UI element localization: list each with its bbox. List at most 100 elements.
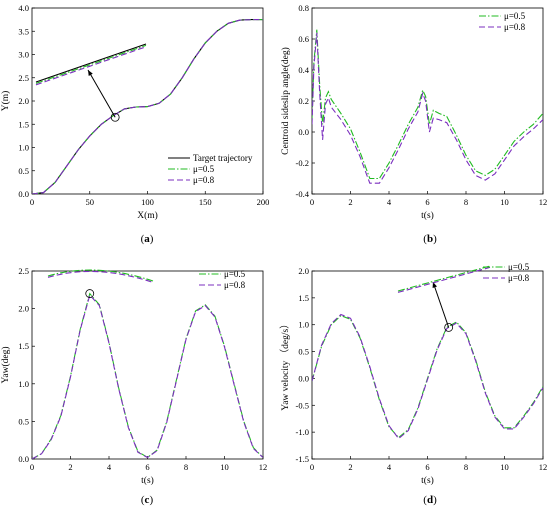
y-tick-label: 3.0 bbox=[18, 50, 29, 60]
x-tick-label: 200 bbox=[257, 197, 270, 207]
series-line-0 bbox=[312, 29, 543, 180]
zoom-line-1 bbox=[47, 270, 154, 283]
y-tick-label: 1.0 bbox=[18, 143, 29, 153]
zoom-circle bbox=[444, 322, 454, 332]
y-tick-label: -0.2 bbox=[296, 158, 309, 168]
y-tick-label: 3.5 bbox=[18, 26, 29, 36]
y-tick-label: 0.8 bbox=[298, 3, 309, 13]
zoom-line-0 bbox=[397, 265, 491, 292]
x-tick-label: 6 bbox=[425, 197, 429, 207]
y-tick-label: 0.5 bbox=[18, 416, 29, 426]
y-tick-label: 0.0 bbox=[298, 373, 309, 383]
y-axis-label: Yaw(deg) bbox=[0, 346, 11, 383]
panel-label-close: ) bbox=[433, 233, 437, 245]
x-tick-label: 4 bbox=[387, 197, 392, 207]
x-tick-label: 50 bbox=[86, 197, 95, 207]
plot-frame bbox=[311, 270, 544, 460]
legend-label-1: μ=0.8 bbox=[224, 280, 246, 290]
x-tick-label: 8 bbox=[184, 462, 188, 472]
x-tick-label: 6 bbox=[425, 462, 429, 472]
series-group bbox=[32, 292, 263, 459]
y-tick-label: -1.0 bbox=[296, 427, 309, 437]
zoom-line-1 bbox=[397, 266, 491, 293]
y-tick-label: -0.4 bbox=[296, 189, 310, 199]
zoom-inset bbox=[397, 265, 491, 332]
panel-label-close: ) bbox=[149, 494, 153, 506]
x-tick-label: 10 bbox=[220, 462, 229, 472]
panel-label-letter: c bbox=[145, 494, 150, 506]
y-tick-label: 0.6 bbox=[298, 34, 309, 44]
panel-label-letter: d bbox=[427, 494, 433, 506]
legend-label-0: Target trajectory bbox=[193, 153, 253, 163]
y-tick-label: 0.2 bbox=[298, 96, 309, 106]
x-tick-label: 10 bbox=[500, 462, 509, 472]
y-tick-label: 1.0 bbox=[18, 379, 29, 389]
x-tick-label: 4 bbox=[387, 462, 392, 472]
x-tick-label: 8 bbox=[464, 462, 468, 472]
x-tick-label: 6 bbox=[145, 462, 149, 472]
y-tick-label: 2.0 bbox=[18, 304, 29, 314]
zoom-arrowhead bbox=[88, 70, 93, 76]
x-axis-label: t(s) bbox=[421, 210, 434, 221]
y-axis-label: Centroid sideslip angle(deg) bbox=[280, 47, 291, 155]
series-line-0 bbox=[32, 292, 263, 459]
panel-label: (b) bbox=[423, 233, 437, 245]
x-tick-label: 4 bbox=[107, 462, 112, 472]
y-tick-label: 0.5 bbox=[18, 166, 29, 176]
y-tick-label: 1.5 bbox=[18, 341, 29, 351]
x-tick-label: 0 bbox=[30, 462, 34, 472]
legend: μ=0.5μ=0.8 bbox=[483, 262, 530, 283]
panel-label-letter: a bbox=[144, 233, 150, 245]
y-tick-label: 2.5 bbox=[18, 266, 29, 276]
zoom-inset bbox=[35, 43, 147, 122]
y-tick-label: 0.0 bbox=[298, 127, 309, 137]
series-line-2 bbox=[32, 19, 263, 194]
y-tick-label: 0.5 bbox=[298, 347, 309, 357]
x-tick-label: 10 bbox=[500, 197, 509, 207]
zoom-line-0 bbox=[47, 269, 154, 282]
y-tick-label: -0.5 bbox=[296, 400, 309, 410]
legend-label-0: μ=0.5 bbox=[508, 262, 530, 272]
x-tick-label: 2 bbox=[348, 197, 352, 207]
legend: μ=0.5μ=0.8 bbox=[479, 11, 526, 32]
panel-d: 0 2 4 6 8 10 12 -1.5 -1.0 -0.5 0.0 0.5 1.0 1.5 2.0 t(s)… bbox=[279, 262, 547, 506]
panel-b: 0 2 4 6 8 10 12 -0.4 -0.2 0.0 0.2 0.4 0.6 0.8 t(s) Cent… bbox=[280, 3, 547, 245]
series-group bbox=[32, 19, 263, 194]
panel-label: (c) bbox=[141, 494, 154, 506]
y-axis-label: Yaw velocity （deg/s） bbox=[279, 319, 291, 410]
y-tick-label: 2.0 bbox=[298, 266, 309, 276]
panel-label-open: ( bbox=[423, 494, 427, 506]
legend-label-0: μ=0.5 bbox=[504, 11, 526, 21]
y-tick-label: 0.0 bbox=[18, 454, 29, 464]
y-tick-label: 1.5 bbox=[18, 119, 29, 129]
legend-label-1: μ=0.8 bbox=[508, 273, 530, 283]
legend-label-1: μ=0.5 bbox=[193, 164, 215, 174]
y-tick-label: 1.5 bbox=[298, 293, 309, 303]
zoom-arrow bbox=[432, 281, 450, 328]
x-tick-label: 8 bbox=[464, 197, 468, 207]
panel-c: 0 2 4 6 8 10 12 0.0 0.5 1.0 1.5 2.0 2.5 t(s) Yaw(deg) μ… bbox=[0, 266, 267, 506]
legend: μ=0.5μ=0.8 bbox=[199, 269, 246, 290]
plot-frame bbox=[31, 270, 264, 460]
plot-frame bbox=[311, 7, 544, 195]
zoom-inset bbox=[47, 269, 154, 298]
y-tick-label: 2.5 bbox=[18, 73, 29, 83]
x-tick-label: 150 bbox=[199, 197, 212, 207]
series-line-1 bbox=[32, 19, 263, 194]
legend-label-1: μ=0.8 bbox=[504, 22, 526, 32]
series-group bbox=[312, 29, 543, 184]
zoom-line-2 bbox=[35, 46, 147, 86]
series-line-1 bbox=[312, 32, 543, 184]
x-tick-label: 12 bbox=[539, 462, 548, 472]
y-tick-label: -1.5 bbox=[296, 454, 309, 464]
x-tick-label: 0 bbox=[310, 462, 314, 472]
x-tick-label: 100 bbox=[141, 197, 154, 207]
series-group bbox=[312, 313, 543, 440]
panel-label-close: ) bbox=[433, 494, 437, 506]
zoom-line-1 bbox=[35, 44, 147, 84]
series-line-1 bbox=[32, 293, 263, 459]
y-tick-label: 1.0 bbox=[298, 320, 309, 330]
legend-label-2: μ=0.8 bbox=[193, 175, 215, 185]
panel-label-open: ( bbox=[141, 233, 145, 245]
